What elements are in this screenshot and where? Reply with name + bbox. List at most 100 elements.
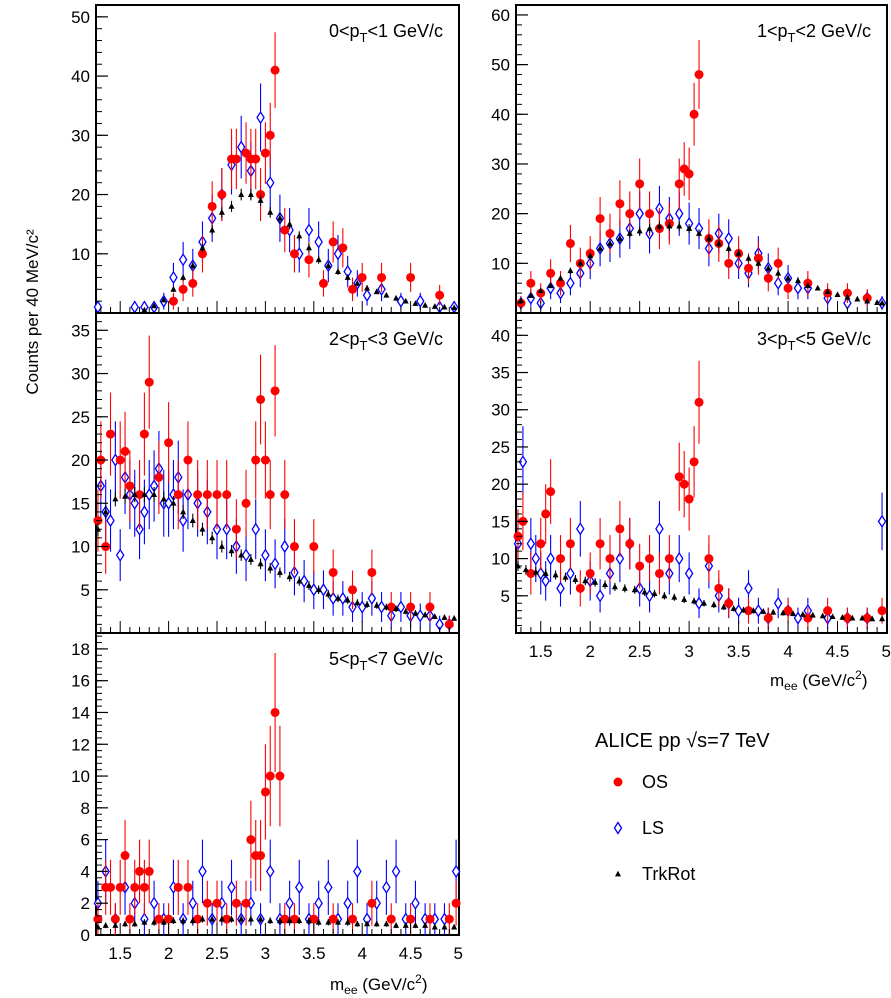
- ls-point: [576, 522, 585, 536]
- ls-point: [526, 536, 536, 551]
- trkrot-point: [305, 582, 312, 588]
- os-point: [217, 190, 227, 200]
- trkrot-point: [780, 609, 787, 616]
- trkrot-point: [725, 245, 732, 251]
- trkrot-point: [335, 595, 341, 601]
- trkrot-point: [597, 245, 604, 251]
- y-tick-label: 60: [491, 6, 510, 25]
- os-point: [178, 284, 188, 294]
- trkrot-point: [646, 225, 653, 231]
- trkrot-point: [296, 232, 303, 239]
- os-point: [289, 542, 299, 552]
- y-tick-label: 14: [71, 703, 90, 722]
- os-point: [386, 914, 396, 924]
- trkrot-point: [296, 577, 303, 584]
- os-point: [526, 568, 536, 578]
- os-point: [862, 613, 872, 623]
- os-point: [130, 882, 140, 892]
- os-point: [173, 882, 183, 892]
- os-point: [451, 898, 461, 908]
- panel-pt-1-2: 10 20 30 40 50 60 1<pT<2 GeV/c: [491, 4, 888, 314]
- legend-label: OS: [642, 772, 668, 792]
- trkrot-point: [286, 220, 293, 227]
- trkrot-point: [267, 209, 274, 215]
- panel-pt-3-5: 5 10 15 20 25 30 35 40 1.5 2 2.5 3 3.5 4 4.5 5 3<pT<5 Ge…: [491, 312, 891, 661]
- y-tick-label: 0: [81, 926, 90, 945]
- os-point: [193, 490, 203, 500]
- ls-point: [241, 548, 251, 562]
- x-tick-label: 3.5: [302, 944, 326, 963]
- trkrot-point: [393, 922, 400, 928]
- os-point: [183, 882, 193, 892]
- ls-point: [416, 294, 425, 308]
- ls-point: [674, 206, 684, 221]
- os-point: [338, 243, 348, 253]
- os-series: [93, 653, 461, 935]
- trkrot-point: [247, 915, 254, 922]
- x-tick-label: 2.5: [628, 642, 652, 661]
- trkrot-point: [315, 586, 322, 593]
- os-point: [842, 288, 852, 298]
- trkrot-point: [170, 499, 177, 506]
- trkrot-point: [209, 915, 216, 922]
- trkrot-point: [170, 286, 177, 292]
- os-point: [270, 707, 280, 717]
- ls-point: [536, 566, 546, 581]
- y-axis: 10 20 30 40 50 60: [491, 4, 528, 314]
- os-point: [280, 225, 290, 235]
- x-tick-label: 5: [882, 642, 891, 661]
- trkrot-point: [335, 268, 341, 274]
- panel-frame: [515, 312, 888, 634]
- trkrot-point: [854, 295, 861, 302]
- os-point: [635, 561, 645, 571]
- trkrot-point: [286, 917, 293, 924]
- trkrot-point: [228, 203, 235, 209]
- os-point: [289, 249, 299, 259]
- os-point: [803, 613, 813, 623]
- trkrot-point: [151, 918, 158, 925]
- x-tick-label: 4.5: [826, 642, 850, 661]
- os-point: [183, 455, 193, 465]
- trkrot-point: [879, 615, 886, 622]
- os-point: [115, 882, 125, 892]
- ls-point: [169, 270, 178, 285]
- os-point: [328, 237, 338, 247]
- trkrot-point: [112, 495, 119, 502]
- trkrot-point: [681, 596, 688, 602]
- os-point: [168, 296, 178, 306]
- trkrot-point: [547, 282, 554, 289]
- ls-point: [546, 551, 555, 566]
- ls-point: [251, 522, 260, 536]
- trkrot-point: [412, 922, 419, 928]
- trkrot-point: [383, 603, 390, 610]
- trkrot-point: [112, 922, 119, 928]
- trkrot-point: [522, 566, 529, 573]
- trkrot-point: [94, 923, 101, 930]
- trkrot-point: [785, 274, 792, 281]
- trkrot-point: [691, 597, 698, 604]
- os-point: [357, 272, 367, 282]
- ls-point: [773, 276, 783, 290]
- trkrot-point: [631, 586, 638, 593]
- trkrot-point: [373, 602, 380, 608]
- trkrot-point: [686, 225, 693, 231]
- panel-frame: [515, 4, 888, 314]
- trkrot-point: [276, 917, 283, 924]
- trkrot-point: [760, 608, 767, 614]
- trkrot-point: [209, 226, 216, 233]
- trkrot-point: [799, 611, 806, 617]
- os-point: [444, 914, 454, 924]
- ls-point: [367, 591, 377, 606]
- y-tick-label: 40: [491, 326, 510, 345]
- y-axis: 5 10 15 20 25 30 35: [71, 312, 108, 634]
- trkrot-point: [189, 262, 196, 269]
- os-point: [546, 487, 556, 497]
- ls-point: [793, 281, 803, 295]
- trkrot-point: [626, 230, 633, 236]
- ls-point: [285, 896, 294, 910]
- trkrot-point: [572, 576, 579, 582]
- y-axis: 10 20 30 40 50: [71, 4, 108, 314]
- trkrot-point: [286, 573, 293, 580]
- os-point: [823, 606, 833, 616]
- x-tick-label: 2: [164, 944, 173, 963]
